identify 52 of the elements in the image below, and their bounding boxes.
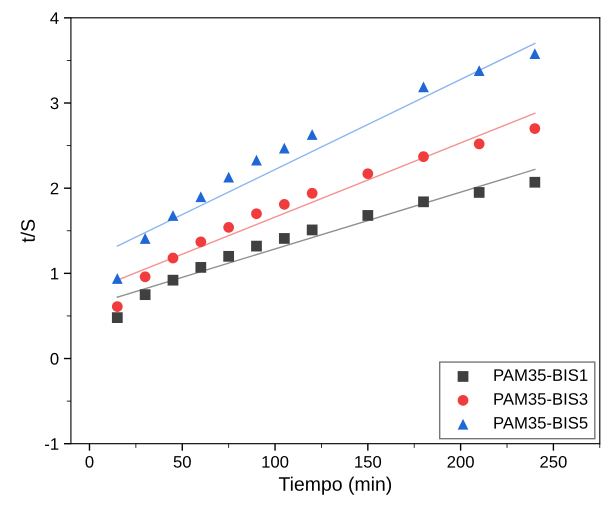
point <box>223 222 234 233</box>
point <box>306 129 318 140</box>
point <box>251 208 262 220</box>
x-axis-title: Tiempo (min) <box>278 476 392 495</box>
point <box>529 48 540 59</box>
point <box>195 236 206 248</box>
point <box>362 210 374 221</box>
point <box>251 154 262 166</box>
point <box>474 65 485 76</box>
x-tick-label: 0 <box>85 456 94 468</box>
y-tick-label: 1 <box>51 268 58 280</box>
point <box>168 210 178 221</box>
point <box>112 312 123 324</box>
point <box>168 274 178 286</box>
point <box>168 252 178 264</box>
point <box>140 271 151 282</box>
point <box>223 172 234 182</box>
point <box>223 250 234 262</box>
y-tick-label: -1 <box>45 438 58 450</box>
point <box>112 273 123 284</box>
point <box>418 196 429 208</box>
point <box>195 191 206 202</box>
y-axis-title: t/S <box>20 220 35 242</box>
x-tick-label: 200 <box>448 456 474 468</box>
point <box>306 224 318 236</box>
point <box>140 233 151 244</box>
point <box>418 81 429 92</box>
x-tick-label: 150 <box>355 456 382 468</box>
x-tick-label: 100 <box>262 456 288 468</box>
y-tick-label: 3 <box>50 97 58 110</box>
point <box>474 138 485 150</box>
point <box>140 289 151 300</box>
point <box>195 262 206 273</box>
y-tick-label: 0 <box>50 352 58 365</box>
point <box>362 168 374 180</box>
point <box>278 198 290 210</box>
point <box>529 176 540 188</box>
y-tick-label: 2 <box>50 182 58 194</box>
point <box>278 233 290 244</box>
x-tick-label: 250 <box>540 456 567 468</box>
legend-label: PAM35-BIS3 <box>494 393 588 405</box>
x-tick-label: 50 <box>174 456 191 468</box>
point <box>306 188 318 199</box>
legend-label: PAM35-BIS1 <box>494 369 588 381</box>
y-tick-label: 4 <box>50 12 59 24</box>
point <box>278 142 290 154</box>
point <box>112 301 123 312</box>
point <box>474 187 485 198</box>
legend-label: PAM35-BIS5 <box>494 416 588 429</box>
point <box>251 240 262 252</box>
point <box>418 151 429 162</box>
point <box>529 123 540 134</box>
